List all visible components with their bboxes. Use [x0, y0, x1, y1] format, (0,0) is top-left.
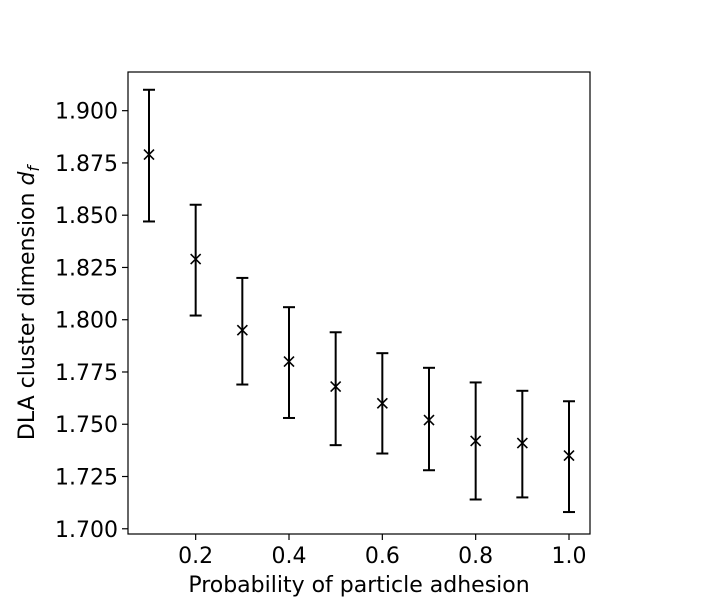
- x-tick-label: 1.0: [552, 544, 587, 569]
- data-point-marker: [283, 355, 295, 368]
- x-tick-label: 0.4: [272, 544, 307, 569]
- plot-area: [127, 71, 591, 535]
- data-point-marker: [236, 324, 248, 336]
- x-tick-label: 0.6: [365, 544, 400, 569]
- y-axis-label-symbol: d: [15, 171, 40, 186]
- marker-stroke: [423, 414, 435, 426]
- marker-stroke: [516, 437, 528, 449]
- y-axis-label: DLA cluster dimension df: [15, 164, 43, 440]
- data-point-marker: [190, 253, 202, 265]
- x-axis: 0.2 0.4 0.6 0.8 1.0: [178, 534, 587, 569]
- data-point-marker: [423, 414, 435, 426]
- y-tick-label: 1.850: [55, 204, 118, 229]
- y-tick-label: 1.700: [55, 518, 118, 543]
- y-tick-label: 1.825: [55, 256, 118, 281]
- y-axis-label-subscript: f: [24, 164, 43, 172]
- y-tick-label: 1.875: [55, 152, 118, 177]
- x-axis-label: Probability of particle adhesion: [188, 573, 529, 598]
- marker-stroke: [283, 355, 295, 368]
- y-tick-label: 1.750: [55, 413, 118, 438]
- y-axis: 1.700 1.725 1.750 1.775 1.800 1.825 1.850 1.875…: [55, 100, 128, 543]
- marker-stroke: [236, 324, 248, 336]
- data-point-marker: [563, 450, 575, 462]
- marker-stroke: [330, 381, 342, 393]
- marker-stroke: [190, 253, 202, 265]
- data-point-marker: [470, 435, 482, 447]
- data-point-marker: [376, 397, 388, 409]
- marker-stroke: [563, 450, 575, 462]
- x-tick-label: 0.8: [458, 544, 493, 569]
- data-point-marker: [516, 437, 528, 449]
- marker-stroke: [470, 435, 482, 447]
- data-series: [143, 88, 575, 514]
- y-tick-label: 1.800: [55, 309, 118, 334]
- y-tick-label: 1.775: [55, 361, 118, 386]
- marker-stroke: [143, 149, 155, 161]
- marker-stroke: [376, 397, 388, 409]
- data-point-marker: [143, 149, 155, 161]
- y-axis-label-text: DLA cluster dimension: [15, 186, 40, 441]
- x-tick-label: 0.2: [178, 544, 213, 569]
- y-tick-label: 1.900: [55, 100, 118, 125]
- y-tick-label: 1.725: [55, 466, 118, 491]
- data-point-marker: [330, 381, 342, 393]
